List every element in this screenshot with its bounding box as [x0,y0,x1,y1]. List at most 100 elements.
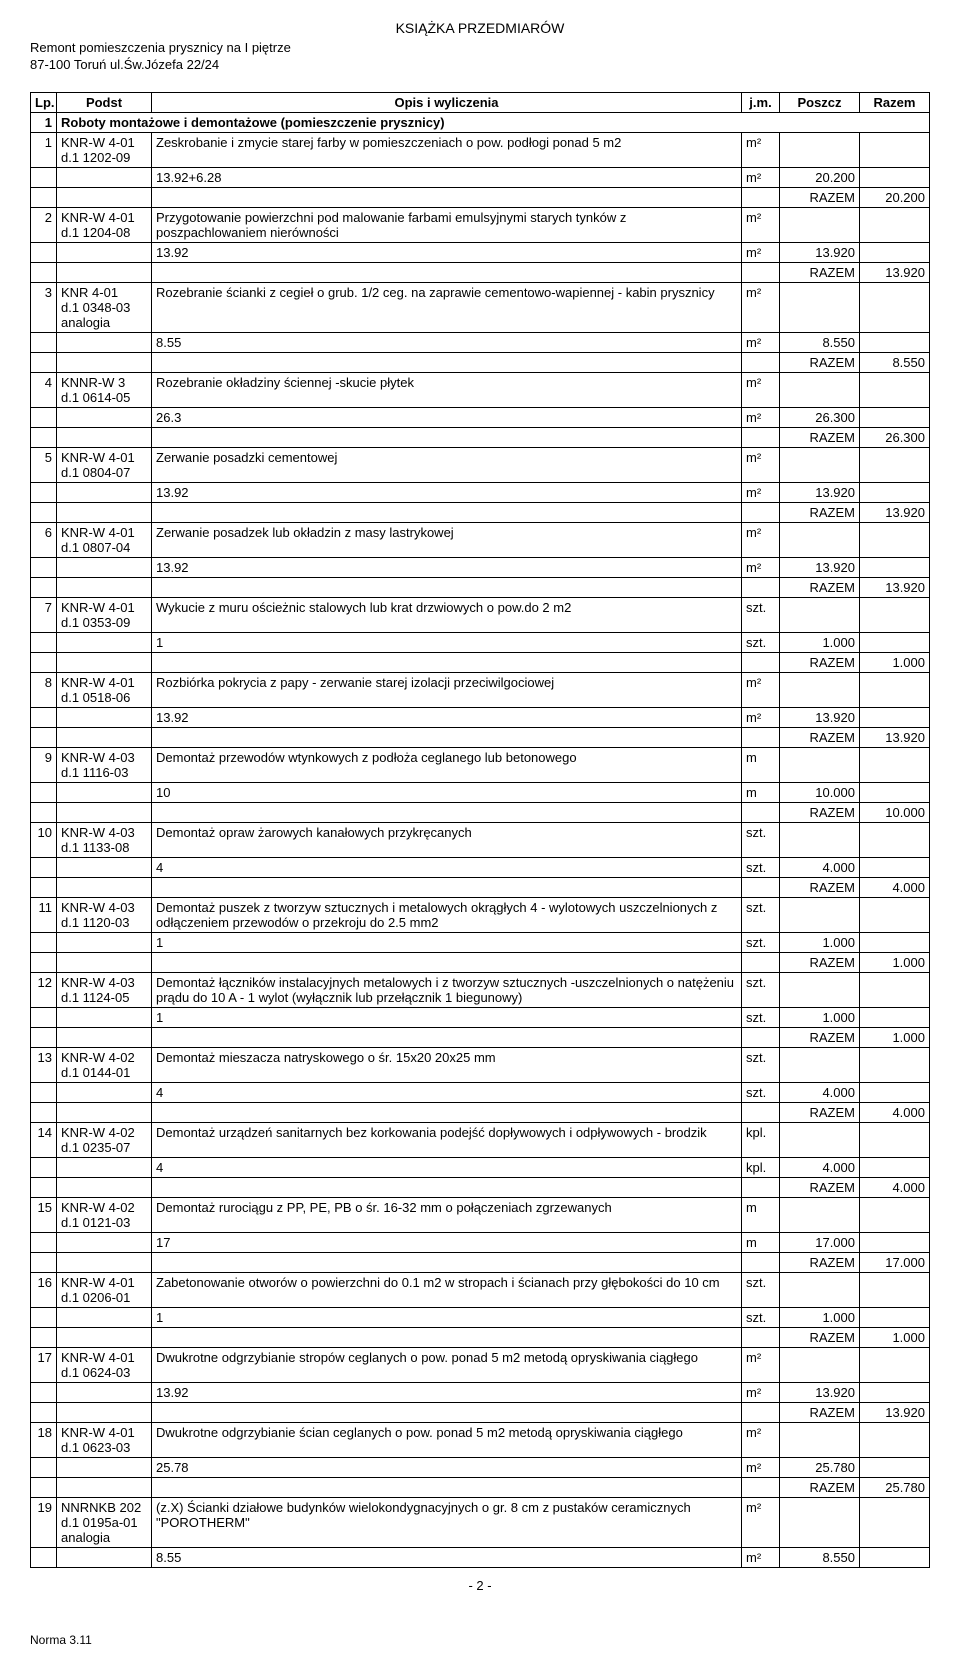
cell-podst [57,1403,152,1423]
cell-podst [57,728,152,748]
cell-jm: m² [742,283,780,333]
cell-podst: KNR-W 4-01d.1 0518-06 [57,673,152,708]
cell-lp [31,783,57,803]
cell-poszcz [780,598,860,633]
table-row: 16KNR-W 4-01d.1 0206-01Zabetonowanie otw… [31,1273,930,1308]
cell-podst [57,483,152,503]
cell-poszcz [780,1123,860,1158]
razem-row: RAZEM10.000 [31,803,930,823]
cell-calc: 1 [152,933,742,953]
cell-lp: 11 [31,898,57,933]
table-row: 9KNR-W 4-03d.1 1116-03Demontaż przewodów… [31,748,930,783]
cell-podst [57,1158,152,1178]
cell-podst: KNR-W 4-03d.1 1120-03 [57,898,152,933]
cell-lp [31,1548,57,1568]
cell-razem: 13.920 [860,503,930,523]
cell-poszcz: 10.000 [780,783,860,803]
cell-opis [152,503,742,523]
cell-jm: szt. [742,973,780,1008]
table-row: 18KNR-W 4-01d.1 0623-03Dwukrotne odgrzyb… [31,1423,930,1458]
cell-razem [860,333,930,353]
cell-razem [860,1083,930,1103]
razem-row: RAZEM8.550 [31,353,930,373]
cell-podst: KNNR-W 3d.1 0614-05 [57,373,152,408]
cell-razem [860,1008,930,1028]
cell-jm: szt. [742,1008,780,1028]
cell-jm [742,953,780,973]
cell-podst [57,263,152,283]
cell-poszcz [780,973,860,1008]
cell-podst: KNR-W 4-03d.1 1124-05 [57,973,152,1008]
table-row: 1KNR-W 4-01d.1 1202-09Zeskrobanie i zmyc… [31,133,930,168]
cell-lp: 13 [31,1048,57,1083]
col-opis: Opis i wyliczenia [152,93,742,113]
razem-row: RAZEM1.000 [31,653,930,673]
cell-razem: 1.000 [860,1328,930,1348]
cell-lp [31,263,57,283]
razem-row: RAZEM17.000 [31,1253,930,1273]
cell-lp [31,1083,57,1103]
cell-opis: Rozebranie ścianki z cegieł o grub. 1/2 … [152,283,742,333]
cell-podst: KNR-W 4-01d.1 0804-07 [57,448,152,483]
cell-poszcz: 4.000 [780,858,860,878]
cell-lp [31,933,57,953]
cell-podst [57,858,152,878]
cell-razem [860,243,930,263]
cell-opis [152,953,742,973]
cell-lp [31,858,57,878]
cell-lp [31,803,57,823]
razem-row: RAZEM4.000 [31,878,930,898]
table-row: 5KNR-W 4-01d.1 0804-07Zerwanie posadzki … [31,448,930,483]
cell-razem [860,1233,930,1253]
cell-opis: Dwukrotne odgrzybianie ścian ceglanych o… [152,1423,742,1458]
cell-lp [31,1233,57,1253]
cell-razem: 13.920 [860,1403,930,1423]
cell-razem [860,1383,930,1403]
cell-lp: 17 [31,1348,57,1383]
razem-label: RAZEM [780,1028,860,1048]
cell-poszcz [780,1198,860,1233]
cell-opis [152,653,742,673]
razem-label: RAZEM [780,728,860,748]
cell-lp: 4 [31,373,57,408]
table-row: 17KNR-W 4-01d.1 0624-03Dwukrotne odgrzyb… [31,1348,930,1383]
cell-lp [31,168,57,188]
cell-jm: m² [742,133,780,168]
table-row: 2KNR-W 4-01d.1 1204-08Przygotowanie powi… [31,208,930,243]
razem-label: RAZEM [780,188,860,208]
cell-poszcz: 13.920 [780,558,860,578]
table-row: 6KNR-W 4-01d.1 0807-04Zerwanie posadzek … [31,523,930,558]
cell-razem [860,1548,930,1568]
cell-jm [742,1178,780,1198]
table-row: 15KNR-W 4-02d.1 0121-03Demontaż rurociąg… [31,1198,930,1233]
cell-podst [57,803,152,823]
measurements-table: Lp. Podst Opis i wyliczenia j.m. Poszcz … [30,92,930,1568]
cell-calc: 13.92 [152,243,742,263]
cell-jm: szt. [742,598,780,633]
cell-lp [31,243,57,263]
cell-opis: Demontaż łączników instalacyjnych metalo… [152,973,742,1008]
cell-lp [31,1158,57,1178]
calc-row: 13.92m²13.920 [31,1383,930,1403]
cell-jm: m² [742,448,780,483]
section-num: 1 [31,113,57,133]
cell-poszcz: 8.550 [780,333,860,353]
cell-jm: m² [742,243,780,263]
cell-razem: 1.000 [860,653,930,673]
cell-jm [742,353,780,373]
cell-jm: szt. [742,1273,780,1308]
cell-podst: KNR-W 4-01d.1 0353-09 [57,598,152,633]
razem-label: RAZEM [780,353,860,373]
col-podst: Podst [57,93,152,113]
cell-razem [860,933,930,953]
cell-lp: 1 [31,133,57,168]
razem-row: RAZEM1.000 [31,1328,930,1348]
cell-opis [152,263,742,283]
cell-opis: Zabetonowanie otworów o powierzchni do 0… [152,1273,742,1308]
cell-calc: 1 [152,633,742,653]
cell-jm: m² [742,373,780,408]
cell-poszcz [780,448,860,483]
cell-opis: Demontaż puszek z tworzyw sztucznych i m… [152,898,742,933]
cell-jm: m [742,748,780,783]
table-row: 11KNR-W 4-03d.1 1120-03Demontaż puszek z… [31,898,930,933]
